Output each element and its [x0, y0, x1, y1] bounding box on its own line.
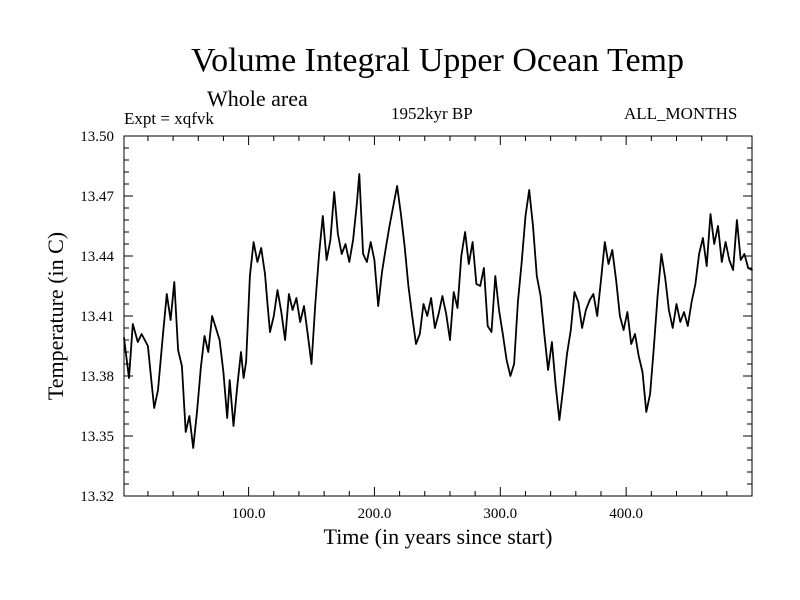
x-tick-label: 200.0 — [358, 506, 392, 522]
chart-subtitle: Whole area — [207, 86, 308, 111]
y-tick-label: 13.38 — [80, 369, 114, 385]
x-tick-label: 100.0 — [232, 506, 266, 522]
x-axis-label: Time (in years since start) — [323, 524, 553, 549]
y-tick-label: 13.32 — [80, 489, 114, 505]
temperature-series-line — [123, 173, 753, 449]
chart-title: Volume Integral Upper Ocean Temp — [191, 42, 684, 79]
y-tick-label: 13.35 — [80, 429, 114, 445]
experiment-label: Expt = xqfvk — [124, 109, 214, 128]
y-tick-label: 13.47 — [80, 189, 114, 205]
y-tick-label: 13.44 — [80, 249, 114, 265]
period-label: 1952kyr BP — [391, 104, 473, 123]
x-tick-label: 400.0 — [609, 506, 643, 522]
months-label: ALL_MONTHS — [624, 104, 738, 123]
y-tick-label: 13.50 — [80, 129, 114, 145]
y-tick-label: 13.41 — [80, 309, 114, 325]
x-tick-label: 300.0 — [483, 506, 517, 522]
